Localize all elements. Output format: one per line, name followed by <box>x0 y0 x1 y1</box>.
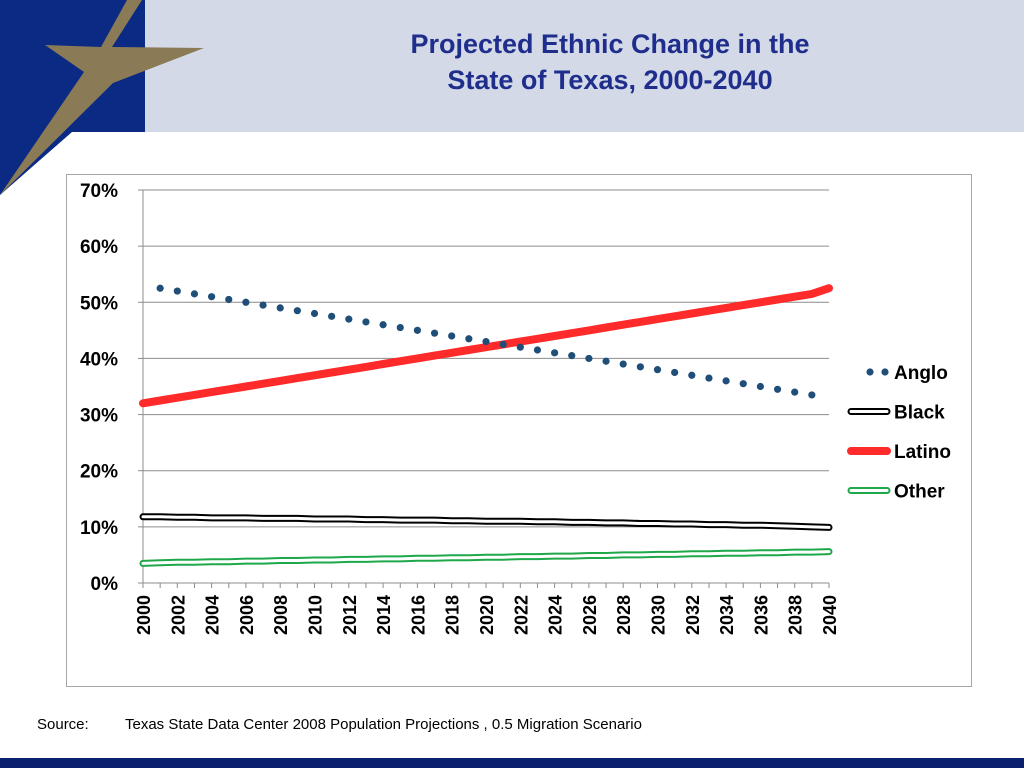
series-point-anglo <box>430 329 439 337</box>
x-tick-label: 2020 <box>477 595 497 635</box>
series-point-anglo <box>396 323 404 332</box>
series-point-anglo <box>328 312 336 320</box>
series-point-anglo <box>585 354 593 363</box>
series-point-anglo <box>688 371 696 379</box>
gold-star-shape <box>0 0 204 195</box>
x-tick-label: 2008 <box>271 595 291 635</box>
series-point-anglo <box>362 318 370 326</box>
series-point-anglo <box>722 377 730 385</box>
x-tick-label: 2006 <box>237 595 257 635</box>
series-point-anglo <box>739 380 747 388</box>
y-tick-label: 50% <box>80 293 118 314</box>
series-point-anglo <box>448 332 456 340</box>
legend-label-anglo: Anglo <box>894 363 948 384</box>
series-point-anglo <box>310 309 319 318</box>
series-point-anglo <box>276 304 284 312</box>
x-tick-label: 2024 <box>546 595 566 635</box>
title-line-2: State of Texas, 2000-2040 <box>447 65 773 95</box>
x-tick-label: 2026 <box>580 595 600 635</box>
series-point-anglo <box>379 321 387 329</box>
x-tick-label: 2038 <box>786 595 806 635</box>
bottom-bar <box>0 758 1024 768</box>
x-tick-label: 2032 <box>683 595 703 635</box>
x-tick-label: 2016 <box>408 595 428 635</box>
series-line-latino <box>139 284 833 408</box>
y-tick-label: 10% <box>80 518 118 539</box>
series-point-anglo <box>345 315 353 323</box>
legend-label-latino: Latino <box>894 442 951 463</box>
chart-frame <box>66 174 972 687</box>
series-point-anglo <box>602 357 610 365</box>
series-point-anglo <box>791 388 799 396</box>
series-point-anglo <box>671 368 679 377</box>
y-tick-label: 60% <box>80 237 118 258</box>
source-label: Source: <box>37 716 89 733</box>
x-tick-label: 2010 <box>306 595 326 635</box>
series-point-anglo <box>482 337 490 346</box>
y-tick-label: 70% <box>80 181 118 202</box>
series-point-anglo <box>499 340 507 348</box>
y-tick-label: 0% <box>91 574 119 595</box>
x-tick-label: 2002 <box>168 595 188 635</box>
legend-swatch-anglo <box>866 368 874 376</box>
title-line-1: Projected Ethnic Change in the <box>410 29 810 59</box>
x-tick-label: 2028 <box>614 595 634 635</box>
series-point-anglo <box>259 301 267 309</box>
series-point-anglo <box>242 298 250 306</box>
series-point-anglo <box>705 374 713 382</box>
series-point-anglo <box>173 287 181 295</box>
legend-swatch-anglo <box>881 368 889 376</box>
series-point-anglo <box>619 360 627 368</box>
series-point-anglo <box>156 284 164 292</box>
legend-label-other: Other <box>894 482 945 503</box>
source-note: Source: Texas State Data Center 2008 Popu… <box>37 716 642 733</box>
x-tick-label: 2014 <box>374 595 394 635</box>
x-tick-label: 2022 <box>511 595 531 635</box>
series-point-anglo <box>190 290 199 298</box>
series-point-anglo <box>756 382 765 391</box>
series-point-anglo <box>568 352 576 360</box>
x-tick-label: 2040 <box>820 595 840 635</box>
series-point-anglo <box>533 346 542 354</box>
source-text: Texas State Data Center 2008 Population … <box>125 716 642 733</box>
series-point-anglo <box>208 293 216 301</box>
y-tick-label: 20% <box>80 462 118 483</box>
x-tick-label: 2030 <box>649 595 669 635</box>
page-title: Projected Ethnic Change in the State of … <box>300 26 920 98</box>
x-tick-label: 2000 <box>134 595 154 635</box>
x-tick-label: 2018 <box>443 595 463 635</box>
series-point-anglo <box>413 326 421 334</box>
star-icon <box>0 0 204 195</box>
series-point-anglo <box>636 363 644 371</box>
series-point-anglo <box>653 366 662 374</box>
series-point-anglo <box>516 343 524 351</box>
series-point-anglo <box>293 307 301 315</box>
y-tick-label: 40% <box>80 349 118 370</box>
series-point-anglo <box>773 385 782 393</box>
series-line-inner-other <box>141 550 831 565</box>
x-tick-label: 2004 <box>203 595 223 635</box>
series-line-inner-black <box>141 515 831 529</box>
x-tick-label: 2034 <box>717 595 737 635</box>
series-point-anglo <box>465 335 473 343</box>
header-band <box>0 0 1024 132</box>
series-point-anglo <box>808 391 816 399</box>
x-tick-label: 2036 <box>751 595 771 635</box>
series-point-anglo <box>551 349 559 357</box>
legend-label-black: Black <box>894 403 945 424</box>
x-tick-label: 2012 <box>340 595 360 635</box>
series-point-anglo <box>225 295 233 304</box>
y-tick-label: 30% <box>80 406 118 427</box>
